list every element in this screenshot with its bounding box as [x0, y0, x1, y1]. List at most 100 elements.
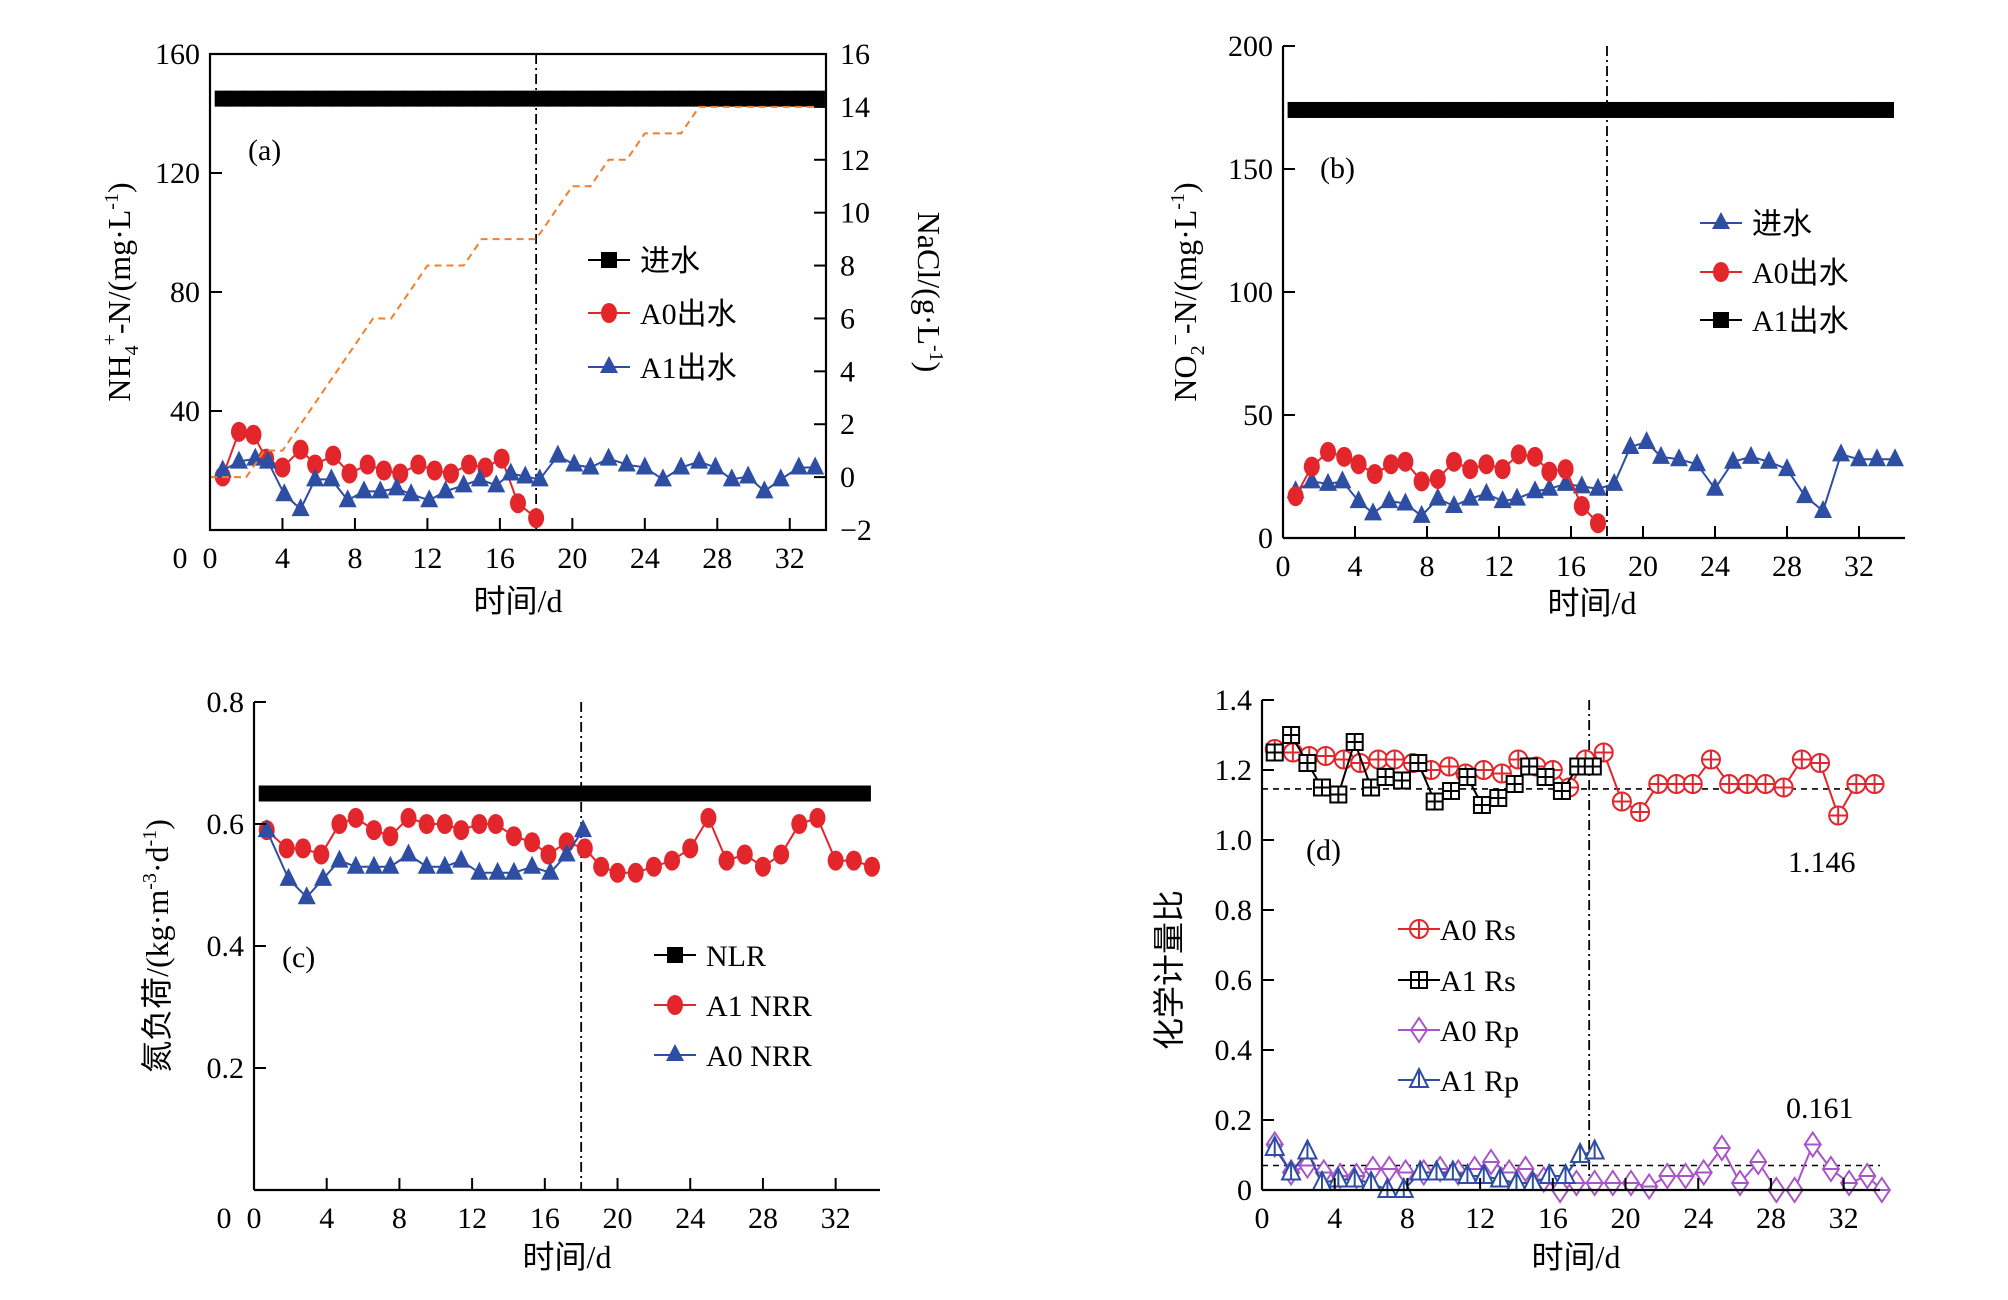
panel-a-series-series-point-29 [635, 90, 652, 107]
panel-b-series-series-point-19 [1589, 477, 1607, 496]
panel-d-series-a1-rp-point-12 [1456, 1162, 1479, 1184]
panel-b-series-a0-point-10 [1446, 451, 1462, 472]
panel-b-series-series [1286, 431, 1904, 523]
panel-d-series-a1-rs-point-6 [1362, 778, 1381, 797]
panel-c-series-nlr-point-28 [665, 785, 682, 802]
panel-c-series-a0-nrr-point-15 [523, 855, 542, 874]
panel-a-series-a0-point-18 [510, 493, 526, 514]
panel-a-series-a0-point-19 [528, 508, 545, 529]
panel-a-series-a1-point-18 [501, 462, 520, 481]
panel-c-series-a1-nrr-point-14 [505, 826, 522, 847]
panel-c-series-a0-nrr-point-9 [417, 855, 436, 874]
panel-b-series-a1-point-34 [1777, 101, 1794, 118]
panel-d-series-a0-rs-point-22 [1648, 774, 1669, 794]
panel-c-series-a1-nrr-point-32 [827, 850, 844, 871]
panel-a-series-series-point-1 [229, 90, 246, 107]
panel-d-series-a0-rs-point-30 [1791, 749, 1812, 770]
panel-b-series-a0-point-0 [1287, 486, 1304, 507]
panel-d-series-a0-rs-point-21 [1630, 802, 1651, 822]
panel-b-label: (b) [1320, 152, 1355, 185]
panel-b-series-series-point-12 [1477, 482, 1496, 501]
panel-d-series-a0-rp-point-23 [1658, 1162, 1677, 1190]
panel-d-series-a0-rp-point-27 [1730, 1169, 1750, 1197]
panel-d-plot-area [1262, 700, 1892, 1204]
panel-b-series-a1-point-36 [1806, 101, 1822, 118]
svg-text:A1 NRR: A1 NRR [706, 990, 812, 1023]
panel-b-series-a0-point-12 [1478, 454, 1495, 475]
panel-b-series-series-point-26 [1706, 477, 1724, 496]
panel-c-series-a1-nrr-point-6 [365, 820, 382, 841]
panel-a-series-series-point-32 [678, 90, 695, 107]
panel-b-series-a0-point-16 [1541, 461, 1558, 482]
panel-a-y-tick-label-2: 120 [155, 157, 200, 190]
panel-a-series-a0-point-6 [307, 454, 324, 475]
svg-text:A0出水: A0出水 [640, 298, 737, 331]
svg-text:进水: 进水 [1752, 208, 1812, 241]
panel-a-series-series-point-18 [475, 90, 492, 107]
panel-a-series-series-point-5 [287, 90, 304, 107]
panel-d-y-tick-label-3: 0.6 [1215, 964, 1253, 997]
panel-b-series-a1 [1287, 101, 1894, 118]
panel-b-y-tick-label-2: 100 [1228, 276, 1273, 309]
panel-b-y-tick-label-1: 50 [1243, 399, 1273, 432]
panel-a-series-series-point-3 [258, 90, 275, 107]
panel-c-series-a0-nrr-point-7 [381, 855, 400, 874]
panel-d-series-a1-rs-point-20 [1583, 757, 1602, 776]
panel-b-series-a1-point-19 [1561, 101, 1578, 118]
panel-d-series-a0-rp-point-22 [1639, 1172, 1659, 1201]
panel-c-series-nlr-point-27 [651, 785, 668, 802]
panel-b-series-a1-point-40 [1863, 101, 1880, 118]
panel-c-series-a1-nrr-point-16 [540, 844, 557, 865]
panel-c-series-nlr-point-1 [273, 785, 290, 802]
panel-a-series-a1-point-28 [672, 456, 691, 475]
panel-b-series-a1-point-38 [1834, 101, 1851, 118]
panel-b-series-series-point-9 [1428, 487, 1447, 506]
panel-d-series-a1-rs-point-9 [1409, 754, 1428, 772]
panel-c-series-a0-nrr-point-0 [257, 819, 276, 838]
panel-c-legend: NLR A1 NRR A0 NRR [654, 940, 812, 1073]
legend-item-a0-nrr: A0 NRR [654, 1040, 812, 1073]
panel-a-series-a0-point-7 [325, 445, 342, 466]
panel-a-y2-tick-label-2: 2 [840, 408, 855, 441]
panel-a-origin-label: 0 [173, 542, 188, 575]
panel-a-x-axis-title: 时间/d [474, 583, 563, 619]
panel-b-y-ticks: 0 50 100 150 200 [1228, 30, 1295, 555]
panel-a-series-a0-point-9 [359, 454, 376, 475]
panel-b-series-series-point-6 [1380, 490, 1399, 509]
panel-a-series-a1-point-14 [436, 480, 455, 499]
panel-a-series-series-point-35 [721, 90, 738, 107]
panel-b-series-a1-point-22 [1604, 101, 1621, 118]
panel-d-x-tick-label-3: 12 [1465, 1202, 1495, 1235]
panel-a-series-a1 [213, 444, 825, 517]
panel-d-series-a1-rp-point-8 [1393, 1176, 1415, 1198]
panel-d-y-tick-label-2: 0.4 [1215, 1034, 1253, 1067]
panel-d-series-a0-rs-point-29 [1773, 777, 1794, 798]
panel-a-series-series-point-6 [301, 90, 318, 107]
panel-c-series-a0-nrr-point-16 [541, 861, 560, 880]
panel-b-x-tick-label-8: 32 [1844, 550, 1874, 583]
panel-a-series-a0-point-14 [442, 463, 459, 484]
panel-b-series-series-point-28 [1742, 445, 1760, 464]
panel-b-series-series-point-32 [1814, 499, 1832, 518]
panel-a-series-a1-point-6 [306, 468, 325, 487]
panel-a-series-a1-point-20 [530, 468, 549, 487]
panel-b-y-axis-title: NO2−-N/(mg·L-1) [1165, 182, 1209, 401]
panel-a-y2-tick-label-8: 14 [840, 91, 870, 124]
panel-c-series-nlr-point-0 [258, 785, 275, 802]
panel-b-series-a1-point-9 [1417, 101, 1434, 118]
panel-b-series-a1-point-4 [1345, 101, 1362, 118]
panel-a-series-a1-point-13 [420, 489, 439, 508]
panel-c-series-nlr-point-14 [462, 785, 479, 802]
panel-a-legend: 进水 A0出水 A1出水 [588, 245, 737, 385]
panel-c-series-a1-nrr-point-30 [791, 814, 808, 834]
panel-b-series-a0-point-18 [1573, 496, 1590, 517]
panel-a-series-a0-point-15 [461, 454, 478, 475]
panel-c-series-nlr-point-17 [505, 785, 522, 802]
panel-b-series-a1-point-12 [1460, 101, 1477, 118]
panel-b-series-series-point-36 [1886, 448, 1904, 467]
panel-c-series-a1-nrr-point-4 [331, 814, 348, 834]
panel-a-series-a1-point-0 [213, 459, 232, 478]
panel-b-series-a0-point-5 [1366, 464, 1383, 485]
panel-c-series-nlr-point-9 [389, 785, 406, 802]
